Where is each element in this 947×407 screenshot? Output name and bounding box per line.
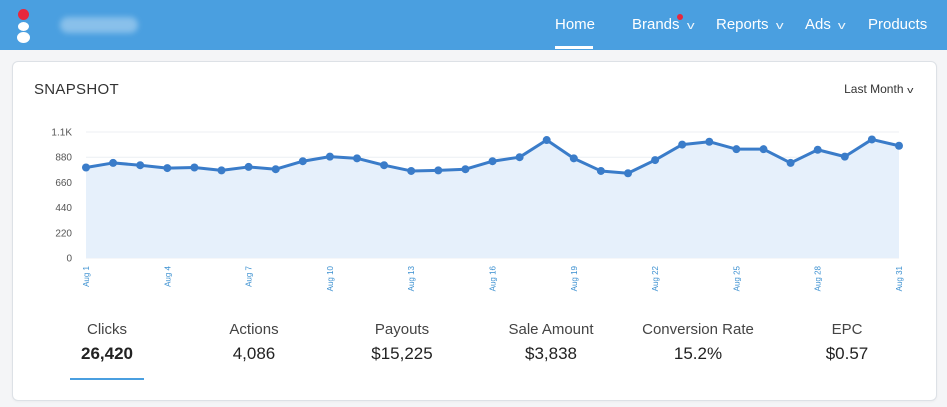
data-point — [515, 153, 524, 162]
y-tick-label: 1.1K — [51, 128, 72, 139]
metric-payouts[interactable]: Payouts $15,225 — [327, 321, 477, 364]
nav-home[interactable]: Home — [555, 0, 595, 50]
data-point — [705, 137, 714, 146]
data-point — [786, 158, 795, 167]
data-point — [244, 162, 253, 171]
metric-conversion-rate[interactable]: Conversion Rate 15.2% — [623, 321, 773, 364]
y-tick-label: 660 — [55, 178, 72, 189]
y-tick-label: 220 — [55, 228, 72, 239]
data-point — [461, 165, 470, 174]
metric-label: Conversion Rate — [642, 321, 754, 338]
metric-value: $0.57 — [825, 344, 869, 363]
brand-logo-icon[interactable] — [15, 9, 33, 43]
metric-label: EPC — [831, 321, 863, 338]
notification-dot-icon — [677, 14, 683, 20]
period-label: Last Month — [844, 82, 904, 96]
account-name[interactable]: hidden-account — [60, 17, 138, 33]
metric-actions[interactable]: Actions 4,086 — [179, 321, 329, 364]
data-point — [163, 164, 172, 173]
x-tick-label: Aug 16 — [489, 265, 498, 291]
y-tick-label: 440 — [55, 203, 72, 214]
data-point — [190, 163, 199, 172]
metric-label: Sale Amount — [508, 321, 594, 338]
metric-value: 26,420 — [81, 344, 133, 363]
nav-ads-label: Ads — [805, 16, 831, 33]
data-point — [271, 165, 280, 174]
data-point — [569, 154, 578, 163]
data-point — [840, 152, 849, 161]
metric-active-indicator — [70, 378, 144, 380]
nav-brands-label: Brands — [632, 16, 680, 33]
data-point — [109, 158, 118, 167]
metric-epc[interactable]: EPC $0.57 — [772, 321, 922, 364]
nav-reports[interactable]: Reports v — [716, 0, 784, 50]
data-point — [678, 140, 687, 149]
metric-value: $3,838 — [525, 344, 577, 363]
metric-clicks[interactable]: Clicks 26,420 — [32, 321, 182, 364]
snapshot-card: SNAPSHOT Last Month v 0 220 440 660 880 1.1K Au… — [12, 61, 937, 401]
data-point — [542, 136, 551, 145]
data-point — [759, 145, 768, 154]
data-point — [596, 166, 605, 175]
data-point — [298, 157, 307, 166]
data-point — [732, 145, 741, 154]
x-tick-label: Aug 13 — [407, 265, 416, 291]
nav-products[interactable]: Products — [868, 0, 927, 50]
y-tick-label: 880 — [55, 153, 72, 164]
data-point — [82, 163, 90, 172]
metric-value: 15.2% — [673, 344, 723, 363]
area-fill — [86, 139, 899, 258]
data-point — [651, 156, 660, 165]
x-tick-label: Aug 10 — [326, 265, 335, 291]
x-tick-label: Aug 7 — [245, 265, 254, 286]
data-point — [353, 154, 361, 163]
chevron-down-icon: v — [837, 20, 846, 32]
metric-label: Clicks — [87, 321, 127, 338]
metric-label: Actions — [229, 321, 279, 338]
x-tick-label: Aug 22 — [651, 265, 660, 291]
data-point — [136, 161, 145, 170]
data-point — [813, 145, 822, 154]
metric-label: Payouts — [374, 321, 430, 338]
chevron-down-icon: v — [775, 20, 784, 32]
nav-brands[interactable]: Brands v — [632, 0, 695, 50]
x-tick-label: Aug 4 — [163, 265, 172, 286]
nav-reports-label: Reports — [716, 16, 769, 33]
data-point — [624, 169, 632, 178]
metric-sale-amount[interactable]: Sale Amount $3,838 — [476, 321, 626, 364]
chevron-down-icon: v — [906, 85, 913, 95]
nav-home-label: Home — [555, 16, 596, 33]
metric-value: $15,225 — [371, 344, 433, 363]
data-point — [380, 161, 389, 170]
data-point — [325, 152, 334, 161]
data-point — [217, 166, 226, 175]
x-tick-label: Aug 1 — [82, 265, 91, 286]
data-point — [895, 141, 903, 150]
data-point — [488, 157, 497, 166]
nav-ads[interactable]: Ads v — [805, 0, 846, 50]
nav-home-active-indicator — [555, 46, 593, 49]
y-tick-label: 0 — [66, 254, 72, 265]
data-point — [407, 166, 416, 175]
nav-products-label: Products — [868, 16, 928, 33]
x-tick-label: Aug 31 — [895, 265, 904, 291]
x-tick-label: Aug 19 — [570, 265, 579, 291]
period-dropdown[interactable]: Last Month v — [844, 82, 913, 96]
x-tick-label: Aug 25 — [732, 265, 741, 291]
metric-value: 4,086 — [232, 344, 276, 363]
x-tick-label: Aug 28 — [814, 265, 823, 291]
data-point — [434, 166, 443, 175]
snapshot-chart: 0 220 440 660 880 1.1K Aug 1 Aug 4 Aug 7 Aug 10 Au… — [51, 128, 904, 292]
data-point — [867, 135, 876, 144]
chevron-down-icon: v — [686, 20, 695, 32]
card-title: SNAPSHOT — [34, 81, 119, 98]
